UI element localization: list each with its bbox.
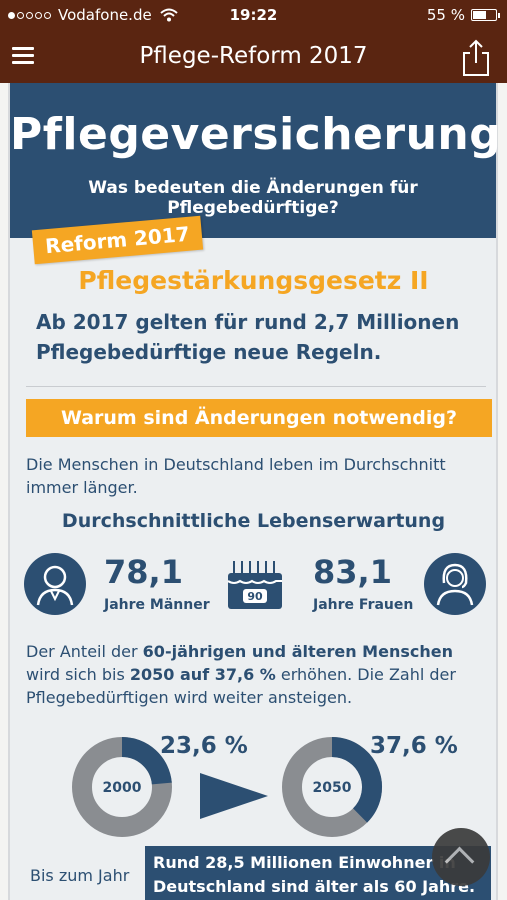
battery-percent: 55 %	[426, 6, 465, 24]
nav-title: Pflege-Reform 2017	[139, 43, 368, 69]
navigation-bar: Pflege-Reform 2017	[0, 31, 507, 83]
hamburger-icon[interactable]	[12, 47, 34, 65]
infographic-header: Pflegeversicherung Was bedeuten die Ände…	[10, 83, 502, 238]
woman-avatar-icon	[424, 553, 486, 615]
infographic: Pflegeversicherung Was bedeuten die Ände…	[8, 83, 502, 900]
women-value: 83,1	[313, 553, 392, 591]
donut-2050: 2050	[280, 735, 384, 843]
carrier-name: Vodafone.de	[58, 6, 152, 24]
life-expectancy-text: Die Menschen in Deutschland leben im Dur…	[26, 455, 446, 497]
content-scroll-area[interactable]: Pflegeversicherung Was bedeuten die Ände…	[0, 83, 507, 900]
donut-2050-year: 2050	[313, 780, 352, 796]
carrier: Vodafone.de	[8, 6, 178, 24]
infographic-title: Pflegeversicherung	[10, 109, 502, 160]
arrow-icon	[200, 773, 268, 819]
donut-2050-segment	[331, 737, 382, 823]
cake-number: 90	[247, 590, 263, 603]
status-bar: Vodafone.de 19:22 55 %	[0, 0, 507, 31]
donut-2000-segment	[121, 737, 172, 785]
divider	[26, 386, 486, 387]
law-title: Pflegestärkungsgesetz II	[78, 266, 429, 295]
donut-2050-percent: 37,6 %	[370, 733, 458, 759]
wifi-icon	[160, 8, 178, 22]
clock: 19:22	[229, 6, 278, 24]
infographic-subtitle: Was bedeuten die Änderungen für Pflegebe…	[88, 178, 418, 218]
why-heading: Warum sind Änderungen notwendig?	[26, 399, 492, 437]
donut-2000-year: 2000	[103, 780, 142, 796]
men-label: Jahre Männer	[104, 597, 210, 613]
battery-icon	[471, 9, 500, 21]
intro-text: Ab 2017 gelten für rund 2,7 Millionen Pf…	[36, 310, 460, 364]
scroll-top-icon[interactable]	[432, 828, 490, 886]
women-label: Jahre Frauen	[313, 597, 414, 613]
birthday-cake-icon: 90	[227, 561, 282, 609]
battery-status: 55 %	[426, 6, 500, 24]
life-expectancy-heading: Durchschnittliche Lebenserwartung	[61, 510, 446, 532]
until-year-text: Bis zum Jahr	[30, 866, 130, 885]
man-avatar-icon	[24, 553, 86, 615]
share-icon[interactable]	[461, 39, 491, 77]
signal-icon	[8, 11, 51, 19]
population-share-text: Der Anteil der 60-jährigen und älteren M…	[26, 642, 456, 707]
donut-2000-percent: 23,6 %	[160, 733, 248, 759]
donut-2000: 2000	[70, 735, 174, 843]
men-value: 78,1	[104, 553, 183, 591]
